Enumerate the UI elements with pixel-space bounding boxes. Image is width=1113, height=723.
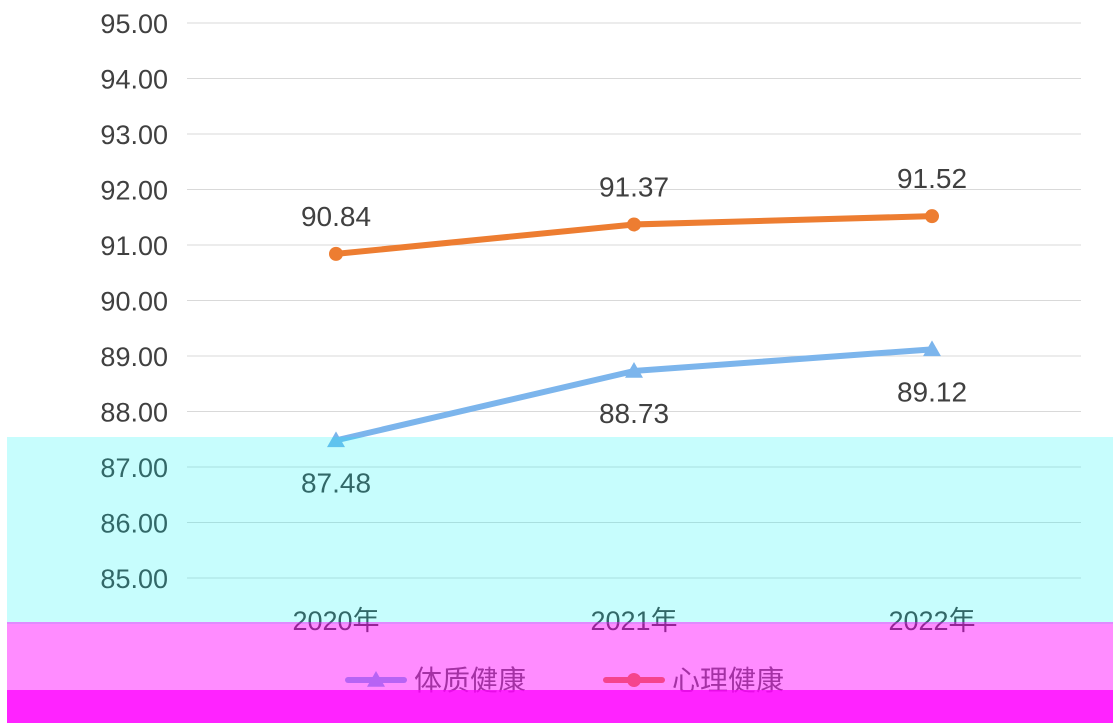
y-tick-label: 86.00 (100, 509, 168, 539)
y-tick-label: 89.00 (100, 342, 168, 372)
y-tick-label: 92.00 (100, 176, 168, 206)
gridlines (187, 22, 1081, 579)
series-marker (923, 340, 941, 357)
y-tick-label: 85.00 (100, 564, 168, 594)
y-tick-label: 94.00 (100, 65, 168, 95)
series-marker (329, 246, 343, 261)
x-tick-label: 2020年 (292, 606, 379, 636)
y-axis-tick-labels: 85.00 86.00 87.00 88.00 89.00 90.00 91.00 92.00… (100, 9, 168, 594)
legend: 体质健康 心理健康 (345, 664, 784, 697)
y-tick-label: 90.00 (100, 287, 168, 317)
legend-label: 心理健康 (672, 664, 784, 697)
series-marker (627, 217, 641, 232)
series-marker (625, 361, 643, 378)
y-tick-label: 91.00 (100, 231, 168, 261)
y-tick-label: 93.00 (100, 120, 168, 150)
y-tick-label: 88.00 (100, 398, 168, 428)
data-label: 91.52 (897, 163, 967, 194)
data-label: 88.73 (599, 398, 669, 429)
data-label: 89.12 (897, 376, 967, 407)
y-tick-label: 87.00 (100, 453, 168, 483)
data-label: 87.48 (301, 467, 371, 498)
data-label: 90.84 (301, 201, 371, 232)
legend-marker (367, 671, 385, 687)
x-axis-tick-labels: 2020年 2021年 2022年 (292, 606, 975, 636)
y-tick-label: 95.00 (100, 9, 168, 39)
x-tick-label: 2022年 (888, 606, 975, 636)
data-labels: 87.48 88.73 89.12 90.84 91.37 91.52 (301, 163, 967, 498)
legend-marker (627, 673, 641, 687)
series-marker (327, 431, 345, 448)
x-tick-label: 2021年 (590, 606, 677, 636)
legend-label: 体质健康 (414, 664, 526, 697)
data-label: 91.37 (599, 171, 669, 202)
series-markers (327, 209, 941, 448)
series-marker (925, 209, 939, 224)
